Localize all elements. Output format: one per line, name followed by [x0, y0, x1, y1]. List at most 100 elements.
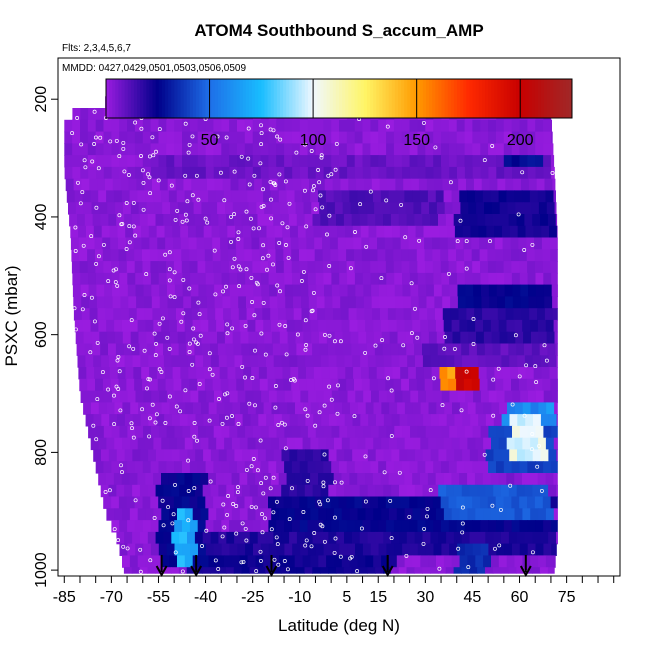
heatmap-cell: [493, 214, 502, 227]
data-point: [250, 300, 255, 304]
heatmap-cell: [436, 331, 446, 345]
heatmap-cell: [70, 237, 80, 250]
heatmap-cell: [299, 131, 309, 144]
heatmap-cell: [313, 414, 322, 427]
heatmap-cell: [169, 555, 178, 568]
heatmap-cell: [183, 296, 192, 309]
heatmap-cell: [462, 449, 471, 462]
heatmap-cell: [328, 531, 337, 545]
heatmap-cell: [315, 425, 325, 439]
heatmap-cell: [200, 508, 209, 521]
heatmap-cell: [401, 461, 411, 474]
data-point: [290, 486, 294, 491]
heatmap-cell: [139, 567, 148, 574]
heatmap-cell: [176, 308, 185, 321]
heatmap-cell: [230, 308, 240, 321]
heatmap-cell: [96, 390, 105, 403]
heatmap-cell: [286, 190, 295, 203]
heatmap-cell: [245, 425, 254, 439]
heatmap-cell: [210, 484, 219, 498]
heatmap-cell: [148, 449, 157, 462]
heatmap-cell: [326, 319, 335, 333]
colorbar-segment: [466, 79, 470, 118]
heatmap-cell: [252, 496, 261, 509]
heatmap-cell: [380, 473, 390, 486]
heatmap-cell: [529, 308, 538, 321]
colorbar-segment: [205, 79, 210, 118]
heatmap-cell: [443, 555, 453, 568]
heatmap-cell: [440, 496, 450, 509]
heatmap-cell: [119, 131, 128, 144]
x-tick-label: -85: [53, 589, 76, 606]
data-point: [230, 326, 235, 331]
heatmap-cell: [483, 437, 492, 451]
heatmap-cell: [90, 319, 99, 333]
data-point: [221, 502, 226, 507]
heatmap-cell: [372, 308, 381, 321]
heatmap-cell: [456, 131, 466, 144]
heatmap-cell: [362, 143, 371, 156]
heatmap-cell: [153, 319, 162, 333]
heatmap-cell: [172, 414, 181, 427]
heatmap-cell: [142, 249, 151, 262]
heatmap-cell: [237, 425, 246, 439]
heatmap-cell: [129, 190, 138, 203]
heatmap-cell: [346, 119, 356, 133]
heatmap-cell: [284, 119, 293, 133]
heatmap-cell: [197, 249, 206, 262]
heatmap-cell: [463, 237, 472, 250]
heatmap-cell: [532, 214, 541, 227]
heatmap-cell: [346, 520, 356, 533]
heatmap-cell: [334, 555, 343, 568]
data-point: [197, 312, 202, 317]
heatmap-cell: [461, 484, 471, 498]
heatmap-cell: [221, 390, 231, 403]
heatmap-cell: [236, 261, 246, 274]
heatmap-cell: [419, 308, 428, 321]
heatmap-cell: [113, 473, 123, 486]
heatmap-cell: [331, 520, 340, 533]
heatmap-cell: [156, 367, 166, 380]
heatmap-cell: [480, 143, 489, 156]
heatmap-cell: [516, 484, 526, 498]
heatmap-cell: [430, 531, 439, 545]
heatmap-cell: [198, 543, 207, 556]
heatmap-cell: [521, 308, 530, 321]
colorbar-segment: [264, 79, 269, 118]
heatmap-cell: [519, 155, 528, 168]
data-point: [259, 131, 264, 136]
heatmap-cell: [178, 343, 188, 356]
data-point: [148, 191, 153, 196]
heatmap-cell: [126, 496, 136, 509]
data-point: [117, 369, 122, 374]
heatmap-cell: [157, 378, 167, 392]
data-point: [142, 348, 147, 353]
heatmap-cell: [347, 425, 356, 439]
heatmap-cell: [172, 367, 181, 380]
heatmap-cell: [291, 378, 300, 392]
heatmap-cell: [307, 461, 316, 474]
heatmap-cell: [244, 131, 254, 144]
heatmap-cell: [252, 166, 262, 180]
heatmap-cell: [281, 484, 290, 498]
heatmap-cell: [541, 367, 550, 380]
colorbar-segment: [398, 79, 402, 118]
heatmap-cell: [433, 143, 442, 156]
heatmap-cell: [235, 367, 244, 380]
heatmap-cell: [512, 543, 521, 556]
heatmap-cell: [340, 308, 350, 321]
data-point: [246, 156, 251, 161]
heatmap-cell: [331, 143, 340, 156]
heatmap-cell: [87, 143, 97, 156]
heatmap-cell: [320, 484, 329, 498]
data-point: [152, 516, 157, 520]
heatmap-cell: [314, 378, 324, 392]
heatmap-cell: [556, 355, 558, 368]
heatmap-cell: [189, 249, 198, 262]
heatmap-cell: [95, 272, 105, 286]
heatmap-cell: [268, 155, 277, 168]
heatmap-cell: [460, 331, 469, 345]
heatmap-cell: [466, 178, 475, 192]
heatmap-cell: [517, 449, 526, 462]
heatmap-cell: [338, 249, 347, 262]
